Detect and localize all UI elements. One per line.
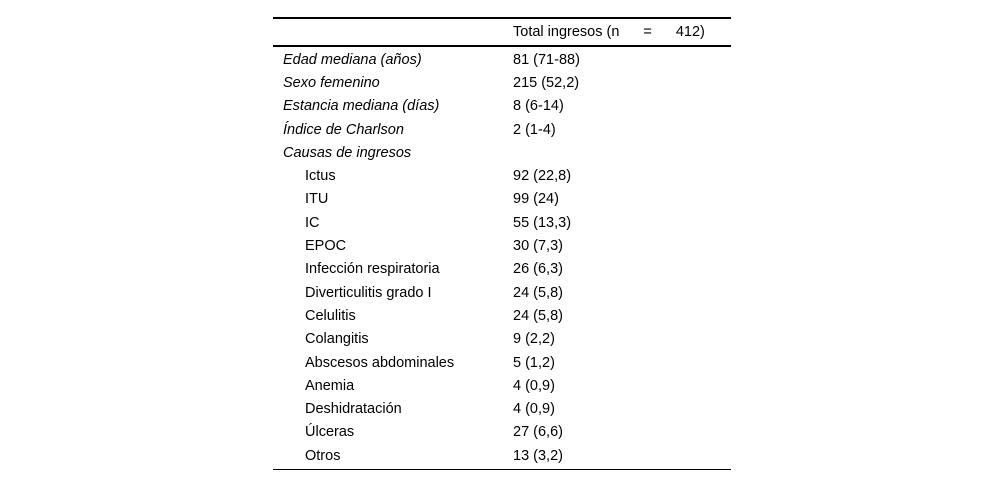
row-value: 2 (1-4): [513, 121, 556, 138]
row-value: 81 (71-88): [513, 51, 580, 68]
row-value: 24 (5,8): [513, 284, 563, 301]
row-label: Anemia: [305, 377, 355, 394]
table-row: Colangitis 9 (2,2): [273, 328, 731, 351]
row-value: 4 (0,9): [513, 401, 555, 418]
table-row: Otros 13 (3,2): [273, 444, 731, 467]
row-label: Infección respiratoria: [305, 261, 440, 278]
table-row: Sexo femenino 215 (52,2): [273, 71, 731, 94]
row-label: Índice de Charlson: [283, 121, 404, 138]
row-label: Causas de ingresos: [283, 144, 412, 161]
row-value: 4 (0,9): [513, 377, 555, 394]
header-value-text: Total ingresos (n: [513, 24, 620, 40]
row-value: 13 (3,2): [513, 447, 563, 464]
table-row: Infección respiratoria 26 (6,3): [273, 258, 731, 281]
table-row: Diverticulitis grado I 24 (5,8): [273, 281, 731, 304]
table-body: Edad mediana (años) 81 (71-88) Sexo feme…: [273, 47, 731, 469]
row-value: 30 (7,3): [513, 238, 563, 255]
table-row: Deshidratación 4 (0,9): [273, 397, 731, 420]
row-value: 99 (24): [513, 191, 559, 208]
row-value: 9 (2,2): [513, 331, 555, 348]
row-value: 215 (52,2): [513, 74, 580, 91]
statistics-table: Total ingresos (n = 412) Edad mediana (a…: [273, 17, 731, 471]
table-row: Estancia mediana (días) 8 (6-14): [273, 95, 731, 118]
row-value: 92 (22,8): [513, 168, 572, 185]
row-value: 26 (6,3): [513, 261, 563, 278]
header-value-cell: Total ingresos (n = 412): [513, 24, 705, 40]
table-row: Edad mediana (años) 81 (71-88): [273, 48, 731, 71]
row-label: Diverticulitis grado I: [305, 284, 432, 301]
row-label: Sexo femenino: [283, 74, 380, 91]
table-row: ITU 99 (24): [273, 188, 731, 211]
row-label: Colangitis: [305, 331, 369, 348]
row-label: Deshidratación: [305, 401, 402, 418]
row-label: EPOC: [305, 238, 347, 255]
row-label: Edad mediana (años): [283, 51, 422, 68]
row-label: Otros: [305, 447, 341, 464]
row-value: 55 (13,3): [513, 214, 572, 231]
table-header-row: Total ingresos (n = 412): [273, 19, 731, 47]
row-value: 8 (6-14): [513, 98, 564, 115]
row-value: 5 (1,2): [513, 354, 555, 371]
table-row: Abscesos abdominales 5 (1,2): [273, 351, 731, 374]
table-row: Celulitis 24 (5,8): [273, 304, 731, 327]
table-row: Índice de Charlson 2 (1-4): [273, 118, 731, 141]
header-equals-sign: =: [643, 24, 652, 40]
table-row: Úlceras 27 (6,6): [273, 421, 731, 444]
row-value: 27 (6,6): [513, 424, 563, 441]
table-row: EPOC 30 (7,3): [273, 234, 731, 257]
table-row: IC 55 (13,3): [273, 211, 731, 234]
row-value: 24 (5,8): [513, 307, 563, 324]
header-n-value: 412): [675, 24, 705, 40]
row-label: ITU: [305, 191, 329, 208]
row-label: IC: [305, 214, 320, 231]
table-row: Anemia 4 (0,9): [273, 374, 731, 397]
row-label: Úlceras: [305, 424, 355, 441]
row-label: Abscesos abdominales: [305, 354, 455, 371]
row-label: Estancia mediana (días): [283, 98, 440, 115]
table-row: Causas de ingresos: [273, 141, 731, 164]
row-label: Ictus: [305, 168, 336, 185]
row-label: Celulitis: [305, 307, 356, 324]
table-row: Ictus 92 (22,8): [273, 164, 731, 187]
